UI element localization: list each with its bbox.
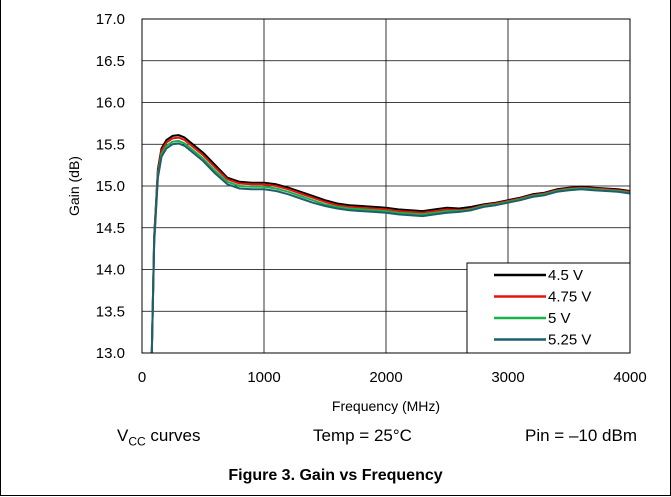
legend-label: 4.75 V	[548, 289, 591, 306]
series-line-5-25-V	[150, 142, 631, 354]
y-tick-label: 16.0	[96, 95, 125, 112]
legend-label: 5.25 V	[548, 332, 591, 349]
input-power-note: Pin = –10 dBm	[525, 426, 637, 445]
y-tick-label: 13.5	[96, 303, 125, 320]
y-tick-label: 14.0	[96, 262, 125, 279]
x-tick-label: 3000	[491, 369, 524, 386]
legend-label: 5 V	[548, 310, 571, 327]
x-axis-label: Frequency (MHz)	[332, 398, 440, 414]
vcc-curves-note: VCC curves	[117, 426, 200, 448]
y-tick-label: 14.5	[96, 220, 125, 237]
x-tick-label: 2000	[369, 369, 402, 386]
temperature-note: Temp = 25°C	[313, 426, 412, 445]
y-tick-label: 15.5	[96, 136, 125, 153]
x-tick-label: 1000	[247, 369, 280, 386]
figure-caption: Figure 3. Gain vs Frequency	[228, 467, 443, 484]
y-tick-label: 17.0	[96, 11, 125, 28]
chart-legend: 4.5 V 4.75 V 5 V 5.25 V	[466, 262, 631, 354]
y-tick-label: 15.0	[96, 178, 125, 195]
plot-area-border	[141, 18, 631, 354]
chart-series-lines	[150, 134, 631, 354]
legend-box	[466, 262, 631, 354]
y-tick-label: 16.5	[96, 53, 125, 70]
y-tick-label: 13.0	[96, 345, 125, 362]
vcc-prefix: V	[117, 426, 129, 445]
legend-label: 4.5 V	[548, 267, 583, 284]
x-tick-label: 4000	[613, 369, 646, 386]
chart-tick-labels: 0 1000 2000 3000 4000 13.0 13.5 14.0 14.5 15.0 15.…	[96, 11, 647, 386]
vcc-subscript: CC	[128, 434, 146, 449]
vcc-suffix: curves	[145, 426, 201, 445]
gain-vs-frequency-chart: 0 1000 2000 3000 4000 13.0 13.5 14.0 14.5 15.0 15.…	[66, 11, 647, 414]
x-tick-label: 0	[138, 369, 146, 386]
y-axis-label: Gain (dB)	[66, 156, 82, 216]
